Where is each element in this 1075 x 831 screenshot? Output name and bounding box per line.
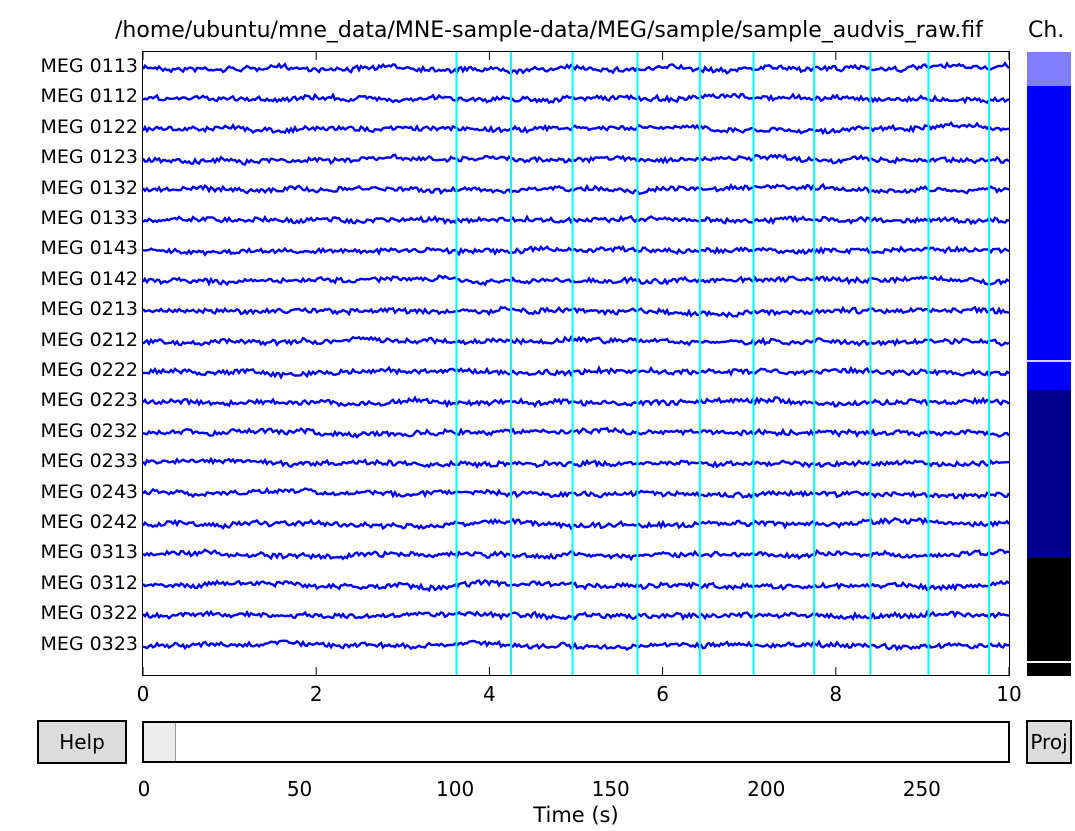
ch-segment-grad (1027, 86, 1071, 391)
channel-label[interactable]: MEG 0323 (40, 632, 138, 655)
ch-divider (1027, 661, 1071, 663)
raw-traces-plot[interactable] (142, 51, 1010, 676)
channel-label[interactable]: MEG 0113 (40, 55, 138, 77)
channel-trace (143, 516, 1009, 531)
channel-label[interactable]: MEG 0322 (40, 602, 138, 625)
channel-trace (143, 395, 1009, 409)
channel-trace (143, 579, 1009, 593)
channel-label[interactable]: MEG 0142 (40, 267, 138, 290)
proj-button[interactable]: Proj (1026, 720, 1072, 764)
time-scrollbar-thumb[interactable] (144, 723, 177, 761)
channel-trace (143, 214, 1009, 226)
channel-label[interactable]: MEG 0233 (40, 450, 138, 473)
channel-label[interactable]: MEG 0242 (40, 511, 138, 533)
traces-svg (143, 52, 1009, 675)
channel-label[interactable]: MEG 0223 (40, 389, 138, 412)
channel-label[interactable]: MEG 0232 (40, 419, 138, 442)
channel-label[interactable]: MEG 0213 (40, 298, 138, 321)
channel-trace (143, 335, 1009, 348)
channel-label[interactable]: MEG 0132 (40, 176, 138, 199)
channel-trace (143, 244, 1009, 257)
channel-trace (143, 486, 1009, 501)
channel-trace (143, 548, 1009, 562)
channel-label[interactable]: MEG 0133 (40, 207, 138, 229)
scrollbar-tick-label: 250 (902, 777, 941, 801)
figure-title: /home/ubuntu/mne_data/MNE-sample-data/ME… (115, 18, 983, 43)
channel-trace (143, 609, 1009, 622)
scrollbar-tick-label: 150 (591, 777, 630, 801)
x-tick-label: 0 (136, 682, 150, 706)
channel-overview-label: Ch. (1028, 18, 1065, 43)
channel-label[interactable]: MEG 0143 (40, 237, 138, 260)
x-tick-label: 2 (309, 682, 323, 706)
channel-label[interactable]: MEG 0313 (40, 541, 138, 564)
channel-label[interactable]: MEG 0222 (40, 359, 138, 381)
channel-label[interactable]: MEG 0212 (40, 328, 138, 351)
channel-trace (143, 639, 1009, 652)
scrollbar-tick-label: 0 (137, 777, 151, 801)
x-tick-label: 6 (656, 682, 669, 706)
channel-label[interactable]: MEG 0312 (40, 571, 138, 594)
channel-label[interactable]: MEG 0112 (40, 85, 138, 108)
help-button[interactable]: Help (37, 720, 127, 764)
ch-segment-grad-light (1027, 52, 1071, 86)
x-axis-label: Time (s) (533, 803, 619, 827)
channel-trace (143, 61, 1009, 76)
channel-trace (143, 274, 1009, 287)
channel-trace (143, 365, 1009, 380)
channel-label[interactable]: MEG 0123 (40, 146, 138, 169)
ch-segment-eeg (1027, 558, 1071, 676)
channel-trace (143, 426, 1009, 439)
scrollbar-tick-label: 200 (747, 777, 786, 801)
x-tick-label: 8 (829, 682, 843, 706)
channel-trace (143, 305, 1009, 319)
channel-trace (143, 182, 1009, 196)
channel-trace (143, 153, 1009, 166)
channel-label[interactable]: MEG 0122 (40, 115, 138, 138)
channel-scrollbar[interactable] (1027, 52, 1071, 676)
channel-trace (143, 92, 1009, 105)
ch-segment-mag (1027, 390, 1071, 558)
time-scrollbar[interactable] (142, 721, 1010, 763)
channel-trace (143, 120, 1009, 136)
channel-label[interactable]: MEG 0243 (40, 480, 138, 503)
x-tick-label: 10 (996, 682, 1022, 706)
scrollbar-tick-label: 100 (436, 777, 475, 801)
x-tick-label: 4 (483, 682, 496, 706)
scrollbar-tick-label: 50 (286, 777, 313, 801)
ch-divider (1027, 360, 1071, 362)
channel-trace (143, 456, 1009, 470)
